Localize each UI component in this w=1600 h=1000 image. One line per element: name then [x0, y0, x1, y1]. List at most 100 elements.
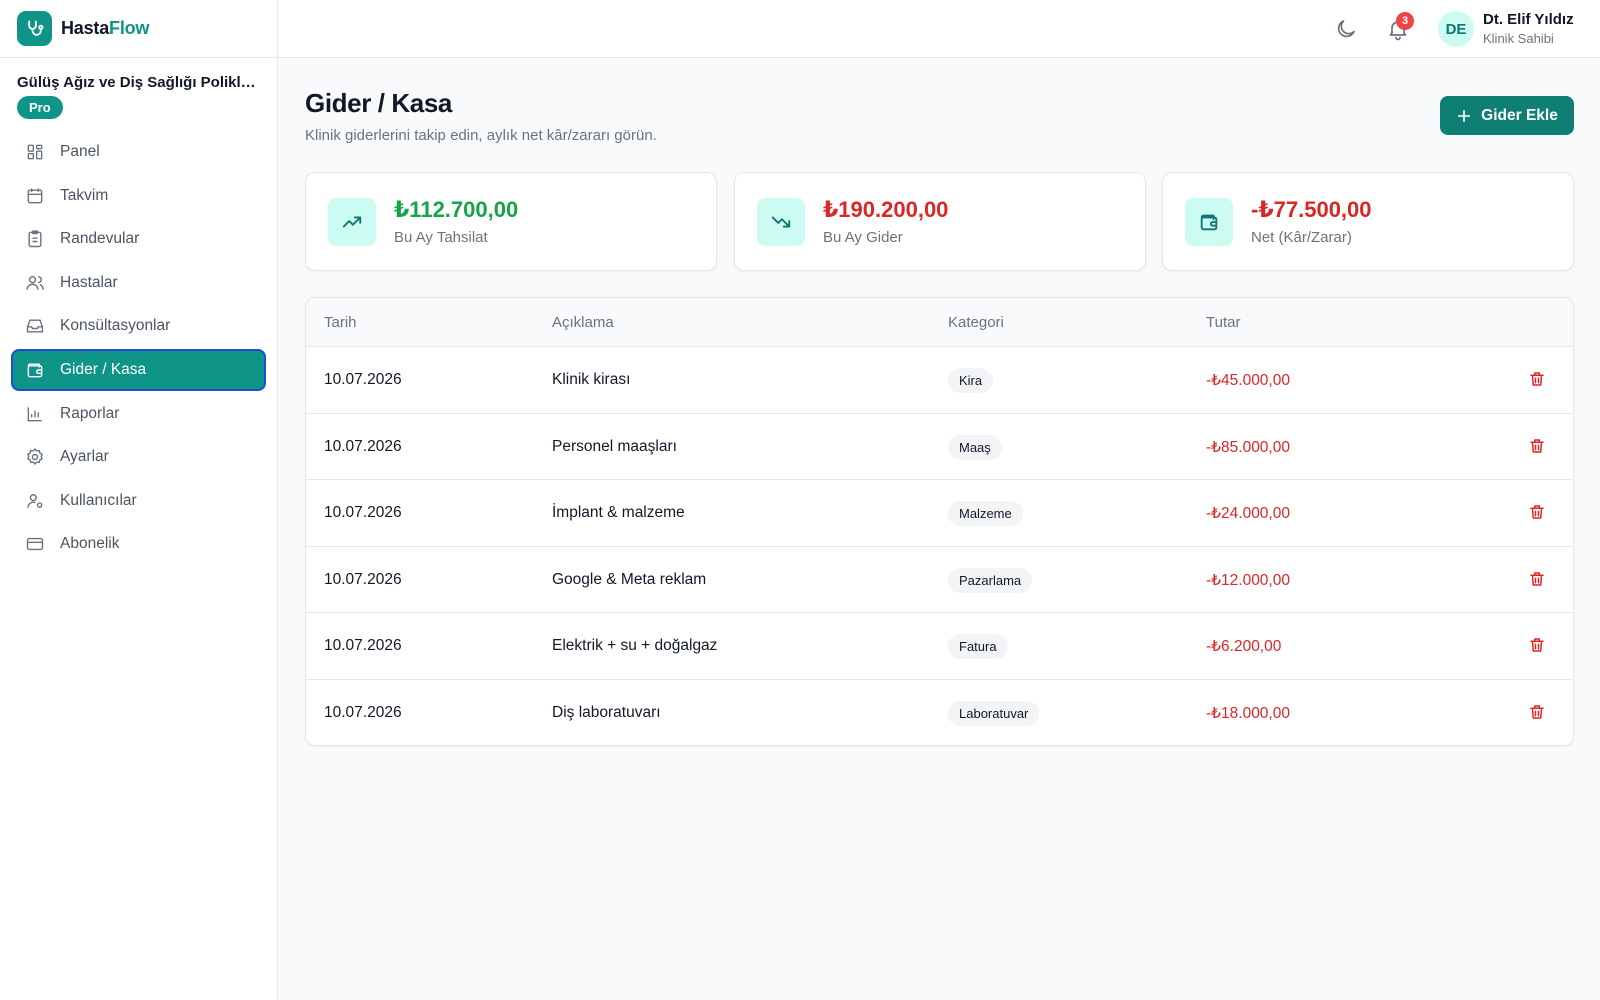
- table-row: 10.07.2026 Diş laboratuvarı Laboratuvar …: [306, 680, 1573, 746]
- avatar[interactable]: DE: [1438, 11, 1474, 47]
- sidebar-item-panel[interactable]: Panel: [11, 131, 266, 173]
- row-date: 10.07.2026: [324, 637, 402, 654]
- row-description: Personel maaşları: [552, 437, 677, 455]
- sidebar-item-randevular[interactable]: Randevular: [11, 218, 266, 260]
- brand-name-part1: Hasta: [61, 18, 110, 38]
- row-description: Diş laboratuvarı: [552, 703, 661, 721]
- page-title: Gider / Kasa: [305, 88, 452, 118]
- credit-card-icon: [25, 534, 45, 554]
- sidebar-nav: Panel Takvim Randevular Hastalar Konsült…: [0, 131, 277, 565]
- users-icon: [25, 273, 45, 293]
- table-row: 10.07.2026 Klinik kirası Kira -₺45.000,0…: [306, 347, 1573, 414]
- wallet-icon: [25, 360, 45, 380]
- user-role: Klinik Sahibi: [1483, 31, 1554, 46]
- brand-name-part2: Flow: [109, 18, 150, 38]
- bar-chart-icon: [25, 404, 45, 424]
- row-amount: -₺12.000,00: [1206, 571, 1290, 589]
- table-header: Tarih Açıklama Kategori Tutar: [306, 298, 1573, 347]
- category-badge: Pazarlama: [948, 567, 1033, 593]
- column-header-date[interactable]: Tarih: [324, 314, 357, 331]
- notification-count-badge: 3: [1396, 12, 1414, 30]
- trash-icon[interactable]: [1528, 370, 1546, 388]
- topbar: 3 DE Dt. Elif Yıldız Klinik Sahibi: [278, 0, 1600, 58]
- row-amount: -₺6.200,00: [1206, 638, 1282, 655]
- sidebar-item-label: Abonelik: [60, 535, 120, 553]
- column-header-amount[interactable]: Tutar: [1206, 314, 1241, 331]
- clipboard-icon: [25, 229, 45, 249]
- trash-icon[interactable]: [1528, 437, 1546, 455]
- sidebar-item-label: Ayarlar: [60, 448, 109, 466]
- sidebar-item-takvim[interactable]: Takvim: [11, 175, 266, 217]
- brand-name: HastaFlow: [61, 18, 149, 39]
- category-badge: Kira: [948, 368, 994, 393]
- sidebar-item-gider-kasa[interactable]: Gider / Kasa: [11, 348, 266, 391]
- sidebar-item-label: Konsültasyonlar: [60, 317, 171, 335]
- stat-label: Bu Ay Gider: [823, 229, 903, 246]
- row-description: Google & Meta reklam: [552, 570, 707, 588]
- stat-card-income: ₺112.700,00 Bu Ay Tahsilat: [305, 172, 717, 271]
- row-amount: -₺24.000,00: [1206, 505, 1290, 522]
- sidebar-item-ayarlar[interactable]: Ayarlar: [11, 436, 266, 478]
- calendar-icon: [25, 186, 45, 206]
- stethoscope-icon: [17, 11, 52, 46]
- inbox-icon: [25, 316, 45, 336]
- stat-value: ₺112.700,00: [394, 197, 519, 222]
- trending-up-icon: [328, 198, 376, 246]
- row-date: 10.07.2026: [324, 703, 402, 721]
- trash-icon[interactable]: [1528, 636, 1546, 654]
- sidebar: HastaFlow Gülüş Ağız ve Diş Sağlığı Poli…: [0, 0, 278, 1000]
- clinic-name: Gülüş Ağız ve Diş Sağlığı Polikli...: [17, 74, 257, 91]
- stat-value: ₺190.200,00: [823, 197, 949, 222]
- category-badge: Laboratuvar: [948, 700, 1040, 726]
- row-description: Klinik kirası: [552, 371, 631, 388]
- sidebar-item-label: Takvim: [60, 186, 109, 204]
- row-date: 10.07.2026: [324, 437, 402, 455]
- sidebar-item-label: Gider / Kasa: [60, 360, 147, 378]
- trending-down-icon: [757, 198, 805, 246]
- sidebar-item-raporlar[interactable]: Raporlar: [11, 393, 266, 435]
- table-row: 10.07.2026 İmplant & malzeme Malzeme -₺2…: [306, 480, 1573, 547]
- row-date: 10.07.2026: [324, 570, 402, 588]
- page-subtitle: Klinik giderlerini takip edin, aylık net…: [305, 127, 657, 144]
- category-badge: Fatura: [948, 634, 1008, 659]
- brand[interactable]: HastaFlow: [0, 0, 277, 58]
- sidebar-item-konsultasyonlar[interactable]: Konsültasyonlar: [11, 305, 266, 347]
- column-header-description[interactable]: Açıklama: [552, 314, 614, 331]
- trash-icon[interactable]: [1528, 703, 1546, 721]
- add-expense-button[interactable]: Gider Ekle: [1440, 96, 1574, 135]
- moon-icon[interactable]: [1334, 17, 1358, 41]
- stat-card-expense: ₺190.200,00 Bu Ay Gider: [734, 172, 1146, 271]
- sidebar-item-hastalar[interactable]: Hastalar: [11, 262, 266, 304]
- plus-icon: [1456, 108, 1472, 124]
- row-description: İmplant & malzeme: [552, 504, 685, 521]
- wallet-icon: [1185, 198, 1233, 246]
- gear-icon: [25, 447, 45, 467]
- row-date: 10.07.2026: [324, 504, 402, 521]
- table-row: 10.07.2026 Personel maaşları Maaş -₺85.0…: [306, 414, 1573, 480]
- row-amount: -₺45.000,00: [1206, 372, 1290, 389]
- sidebar-item-abonelik[interactable]: Abonelik: [11, 523, 266, 565]
- row-amount: -₺85.000,00: [1206, 438, 1290, 456]
- sidebar-item-label: Raporlar: [60, 404, 120, 422]
- column-header-category[interactable]: Kategori: [948, 314, 1004, 331]
- sidebar-item-kullanicilar[interactable]: Kullanıcılar: [11, 480, 266, 522]
- trash-icon[interactable]: [1528, 503, 1546, 521]
- grid-icon: [25, 142, 45, 162]
- row-date: 10.07.2026: [324, 371, 402, 388]
- sidebar-item-label: Hastalar: [60, 273, 118, 291]
- trash-icon[interactable]: [1528, 570, 1546, 588]
- stat-card-net: -₺77.500,00 Net (Kâr/Zarar): [1162, 172, 1574, 271]
- row-amount: -₺18.000,00: [1206, 704, 1290, 722]
- user-cog-icon: [25, 491, 45, 511]
- category-badge: Maaş: [948, 434, 1002, 460]
- clinic-info: Gülüş Ağız ve Diş Sağlığı Polikli... Pro: [0, 58, 277, 119]
- row-description: Elektrik + su + doğalgaz: [552, 637, 718, 654]
- stat-label: Bu Ay Tahsilat: [394, 229, 488, 246]
- sidebar-item-label: Randevular: [60, 230, 140, 248]
- user-name[interactable]: Dt. Elif Yıldız: [1483, 11, 1574, 28]
- table-row: 10.07.2026 Google & Meta reklam Pazarlam…: [306, 547, 1573, 613]
- table-row: 10.07.2026 Elektrik + su + doğalgaz Fatu…: [306, 613, 1573, 680]
- plan-badge: Pro: [17, 96, 63, 119]
- sidebar-item-label: Kullanıcılar: [60, 491, 137, 509]
- add-expense-label: Gider Ekle: [1481, 106, 1558, 124]
